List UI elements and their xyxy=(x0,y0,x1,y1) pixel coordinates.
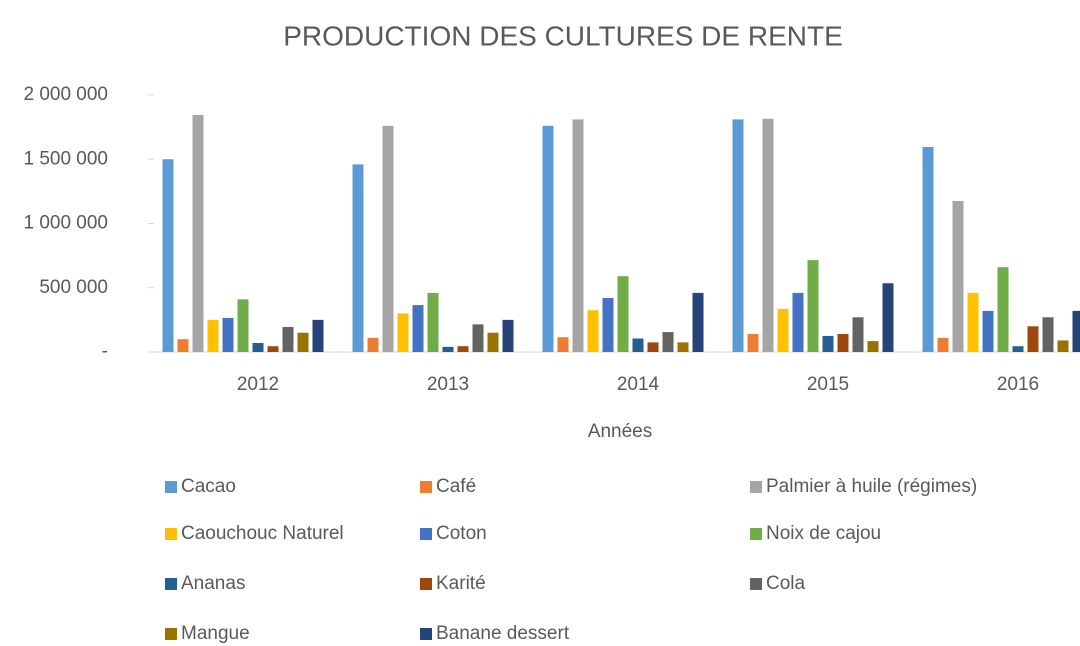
x-tick-label: 2016 xyxy=(997,374,1039,395)
y-tick-label: 1 000 000 xyxy=(23,213,108,234)
bar xyxy=(762,118,774,353)
x-axis-title: Années xyxy=(588,421,652,442)
bar xyxy=(367,337,379,352)
bar xyxy=(442,346,454,352)
bar xyxy=(1012,346,1024,352)
bar xyxy=(677,342,689,352)
bar xyxy=(777,308,789,352)
legend-swatch xyxy=(420,481,432,493)
bar xyxy=(1057,340,1069,352)
bar xyxy=(382,125,394,352)
legend-label: Mangue xyxy=(181,623,250,644)
legend-label: Banane dessert xyxy=(436,623,570,644)
x-tick-label: 2013 xyxy=(427,374,469,395)
y-tick-label: - xyxy=(102,341,108,362)
bar xyxy=(502,319,514,352)
legend-label: Karité xyxy=(436,573,486,594)
legend-label: Cola xyxy=(766,573,806,594)
legend-swatch xyxy=(165,628,177,640)
y-tick-label: 1 500 000 xyxy=(23,148,108,169)
legend-swatch xyxy=(750,528,762,540)
legend-label: Noix de cajou xyxy=(766,523,881,544)
y-tick-label: 2 000 000 xyxy=(23,84,108,105)
bar xyxy=(632,338,644,352)
bar xyxy=(662,332,674,352)
bar xyxy=(617,276,629,352)
legend-swatch xyxy=(165,481,177,493)
bar xyxy=(792,292,804,352)
bar xyxy=(352,164,364,352)
bar xyxy=(542,125,554,352)
legend-label: Palmier à huile (régimes) xyxy=(766,476,977,497)
x-tick-label: 2015 xyxy=(807,374,849,395)
bar xyxy=(937,337,949,352)
bar xyxy=(922,147,934,352)
bar xyxy=(457,346,469,352)
legend-swatch xyxy=(750,578,762,590)
bar xyxy=(587,310,599,352)
bar xyxy=(557,337,569,352)
bar xyxy=(237,299,249,352)
bar xyxy=(822,335,834,352)
bar xyxy=(602,298,614,352)
legend-label: Coton xyxy=(436,523,487,544)
bar xyxy=(1072,310,1080,352)
bar xyxy=(312,319,324,352)
bar xyxy=(692,292,704,352)
bar xyxy=(867,341,879,352)
bar xyxy=(647,342,659,352)
bar xyxy=(427,292,439,352)
legend-label: Caouchouc Naturel xyxy=(181,523,344,544)
bar xyxy=(397,313,409,352)
y-tick-label: 500 000 xyxy=(39,277,108,298)
legend-swatch xyxy=(165,578,177,590)
bar xyxy=(732,119,744,352)
chart-title: PRODUCTION DES CULTURES DE RENTE xyxy=(283,20,843,51)
bar xyxy=(807,260,819,352)
bar xyxy=(747,334,759,352)
legend-swatch xyxy=(420,528,432,540)
bar xyxy=(1027,326,1039,352)
bar xyxy=(997,267,1009,352)
bar xyxy=(267,346,279,352)
bar xyxy=(1042,317,1054,352)
x-tick-label: 2012 xyxy=(237,374,279,395)
bar xyxy=(572,119,584,352)
bar xyxy=(472,324,484,352)
legend-label: Ananas xyxy=(181,573,245,594)
legend-swatch xyxy=(420,628,432,640)
bar xyxy=(412,305,424,352)
bar xyxy=(192,114,204,352)
x-tick-label: 2014 xyxy=(617,374,660,395)
bar xyxy=(882,283,894,352)
bar xyxy=(982,310,994,352)
bar xyxy=(852,317,864,352)
bar xyxy=(837,334,849,352)
legend-swatch xyxy=(420,578,432,590)
bar xyxy=(222,317,234,352)
bar xyxy=(487,332,499,352)
bar xyxy=(252,343,264,352)
legend-label: Café xyxy=(436,476,476,497)
legend-label: Cacao xyxy=(181,476,236,497)
bar xyxy=(967,292,979,352)
bar xyxy=(162,159,174,352)
bar xyxy=(282,326,294,352)
bar xyxy=(297,332,309,352)
bar xyxy=(207,319,219,352)
bar xyxy=(177,339,189,352)
bar xyxy=(952,201,964,352)
legend-swatch xyxy=(750,481,762,493)
legend-swatch xyxy=(165,528,177,540)
